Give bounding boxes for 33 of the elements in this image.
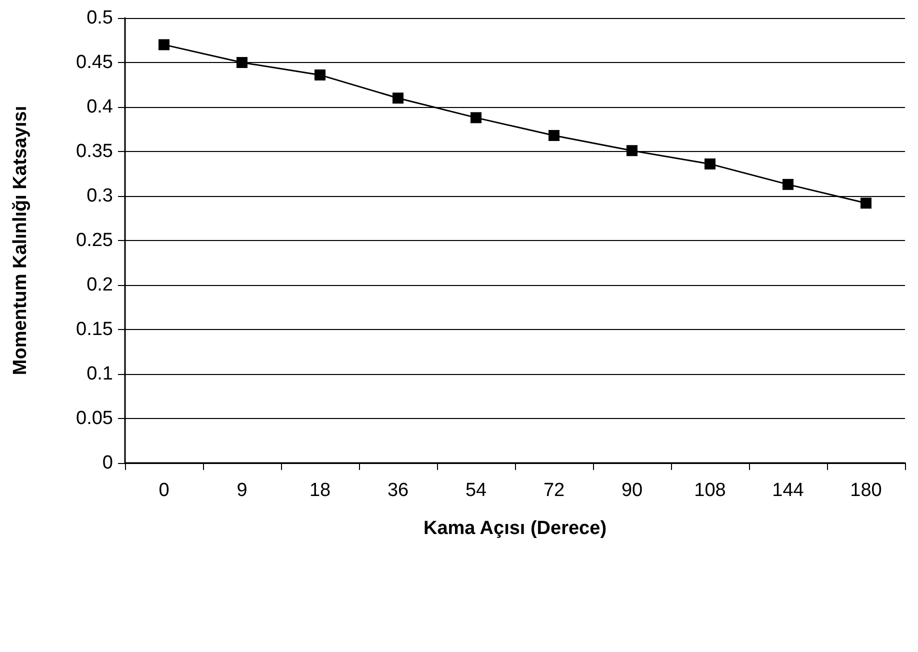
- y-tick-label: 0.05: [76, 408, 113, 429]
- y-tick-label: 0.45: [76, 52, 113, 73]
- y-tick-label: 0.15: [76, 319, 113, 340]
- point: [314, 69, 326, 80]
- x-tick-label: 18: [309, 480, 331, 501]
- x-tick-label: 144: [772, 480, 804, 501]
- point: [548, 130, 560, 141]
- point: [392, 92, 404, 104]
- point: [860, 198, 872, 209]
- x-tick-label: 72: [543, 480, 565, 501]
- x-tick-label: 180: [850, 480, 882, 501]
- y-tick-label: 0.35: [76, 141, 113, 162]
- x-tick-label: 108: [694, 480, 726, 501]
- y-tick-label: 0.2: [86, 274, 113, 296]
- point: [626, 145, 638, 156]
- x-tick-label: 9: [236, 480, 248, 501]
- y-tick-label: 0.5: [86, 8, 113, 28]
- x-tick-label: 36: [387, 480, 409, 501]
- y-axis-title: Momentum Kalınlığı Katsayısı: [10, 106, 31, 376]
- point: [782, 178, 794, 190]
- x-tick-label: 90: [621, 480, 643, 501]
- y-tick-label: 0: [102, 452, 113, 474]
- x-axis-title: Kama Açısı (Derece): [423, 518, 607, 539]
- point: [236, 57, 248, 68]
- y-tick-label: 0.3: [86, 186, 113, 206]
- point: [158, 39, 170, 50]
- point: [704, 158, 716, 170]
- x-tick-label: 0: [158, 480, 170, 501]
- y-tick-label: 0.25: [76, 230, 113, 251]
- y-tick-label: 0.4: [86, 96, 114, 118]
- y-tick-label: 0.1: [86, 364, 113, 384]
- point: [470, 112, 482, 124]
- x-tick-label: 54: [465, 480, 487, 501]
